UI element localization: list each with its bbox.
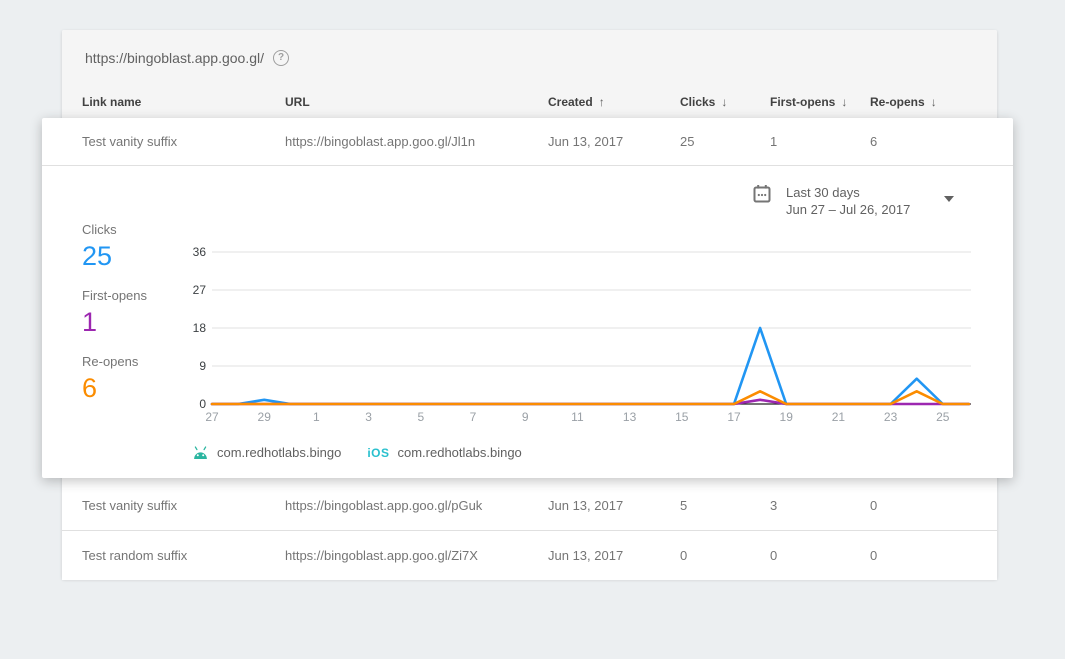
cell-re-opens: 0 [870, 497, 878, 513]
cell-re-opens: 6 [870, 134, 878, 149]
cell-first-opens: 3 [770, 497, 778, 513]
cell-first-opens: 0 [770, 548, 778, 563]
svg-text:11: 11 [571, 410, 584, 424]
svg-text:0: 0 [199, 397, 206, 411]
legend-label: com.redhotlabs.bingo [397, 445, 522, 460]
column-header-first-opens[interactable]: First-opens ↓ [770, 94, 848, 109]
svg-text:3: 3 [365, 410, 372, 424]
cell-re-opens: 0 [870, 548, 878, 563]
cell-clicks: 5 [680, 497, 688, 513]
table-row[interactable]: Test random suffix https://bingoblast.ap… [62, 530, 997, 580]
svg-text:25: 25 [936, 410, 950, 424]
stat-label: Clicks [82, 222, 117, 237]
svg-text:1: 1 [313, 410, 320, 424]
table-header: Link name URL Created ↑ Clicks ↓ First-ope… [62, 85, 997, 119]
stat-clicks: Clicks 25 [82, 220, 147, 273]
expanded-table-row[interactable]: Test vanity suffix https://bingoblast.ap… [42, 118, 1013, 166]
stat-first-opens: First-opens 1 [82, 286, 147, 339]
cell-created: Jun 13, 2017 [548, 548, 624, 563]
column-header-created[interactable]: Created ↑ [548, 94, 605, 109]
svg-text:18: 18 [193, 321, 207, 335]
stat-value: 6 [82, 373, 98, 403]
stat-value: 25 [82, 241, 113, 271]
svg-text:29: 29 [258, 410, 272, 424]
legend-label: com.redhotlabs.bingo [217, 445, 342, 460]
svg-text:13: 13 [623, 410, 637, 424]
cell-link-name: Test vanity suffix [82, 497, 178, 513]
sort-desc-icon: ↓ [841, 94, 848, 109]
date-range-label: Last 30 days [786, 185, 860, 200]
cell-url: https://bingoblast.app.goo.gl/Zi7X [285, 548, 478, 563]
sort-desc-icon: ↓ [721, 94, 728, 109]
chevron-down-icon [944, 196, 955, 202]
cell-clicks: 0 [680, 548, 688, 563]
svg-text:9: 9 [199, 359, 206, 373]
svg-text:5: 5 [417, 410, 424, 424]
cell-link-name: Test random suffix [82, 548, 188, 563]
stat-re-opens: Re-opens 6 [82, 352, 147, 405]
column-header-clicks[interactable]: Clicks ↓ [680, 94, 728, 109]
cell-created: Jun 13, 2017 [548, 134, 624, 149]
stat-label: First-opens [82, 288, 148, 303]
svg-text:27: 27 [205, 410, 219, 424]
svg-text:23: 23 [884, 410, 898, 424]
svg-text:9: 9 [522, 410, 529, 424]
legend-item-ios: iOS com.redhotlabs.bingo [367, 445, 521, 460]
cell-url: https://bingoblast.app.goo.gl/Jl1n [285, 134, 476, 149]
column-header-link-name[interactable]: Link name [82, 94, 142, 109]
svg-text:7: 7 [470, 410, 477, 424]
android-icon [194, 445, 207, 459]
cell-clicks: 25 [680, 134, 695, 149]
column-header-re-opens[interactable]: Re-opens ↓ [870, 94, 937, 109]
domain-url: https://bingoblast.app.goo.gl/ [85, 49, 265, 66]
column-header-url[interactable]: URL [285, 94, 310, 109]
cell-first-opens: 1 [770, 134, 778, 149]
date-range-value: Jun 27 – Jul 26, 2017 [786, 202, 911, 217]
expanded-link-panel: Test vanity suffix https://bingoblast.ap… [42, 118, 1013, 478]
stat-label: Re-opens [82, 354, 139, 369]
legend-item-android: com.redhotlabs.bingo [192, 445, 341, 460]
cell-created: Jun 13, 2017 [548, 497, 624, 513]
svg-text:15: 15 [675, 410, 689, 424]
date-range-selector[interactable]: Last 30 days Jun 27 – Jul 26, 2017 [752, 184, 955, 218]
table-row[interactable]: Test vanity suffix https://bingoblast.ap… [62, 480, 997, 530]
svg-text:27: 27 [193, 283, 207, 297]
sort-desc-icon: ↓ [930, 94, 937, 109]
analytics-chart: 0 9 18 27 36 27 29 1 3 5 7 9 11 13 15 17 19 21 23 25 [190, 240, 990, 440]
chart-legend: com.redhotlabs.bingo iOS com.redhotlabs.… [192, 445, 522, 460]
stat-value: 1 [82, 307, 98, 337]
sort-asc-icon: ↑ [598, 94, 605, 109]
svg-text:21: 21 [832, 410, 846, 424]
stats-summary: Clicks 25 First-opens 1 Re-opens 6 [82, 220, 147, 418]
svg-text:19: 19 [780, 410, 794, 424]
svg-text:36: 36 [193, 245, 207, 259]
help-icon[interactable]: ? [273, 49, 290, 66]
cell-url: https://bingoblast.app.goo.gl/pGuk [285, 497, 483, 513]
ios-icon: iOS [367, 445, 390, 460]
domain-header: https://bingoblast.app.goo.gl/ ? [62, 30, 997, 86]
svg-text:17: 17 [727, 410, 741, 424]
calendar-icon [753, 185, 771, 203]
cell-link-name: Test vanity suffix [82, 134, 178, 149]
